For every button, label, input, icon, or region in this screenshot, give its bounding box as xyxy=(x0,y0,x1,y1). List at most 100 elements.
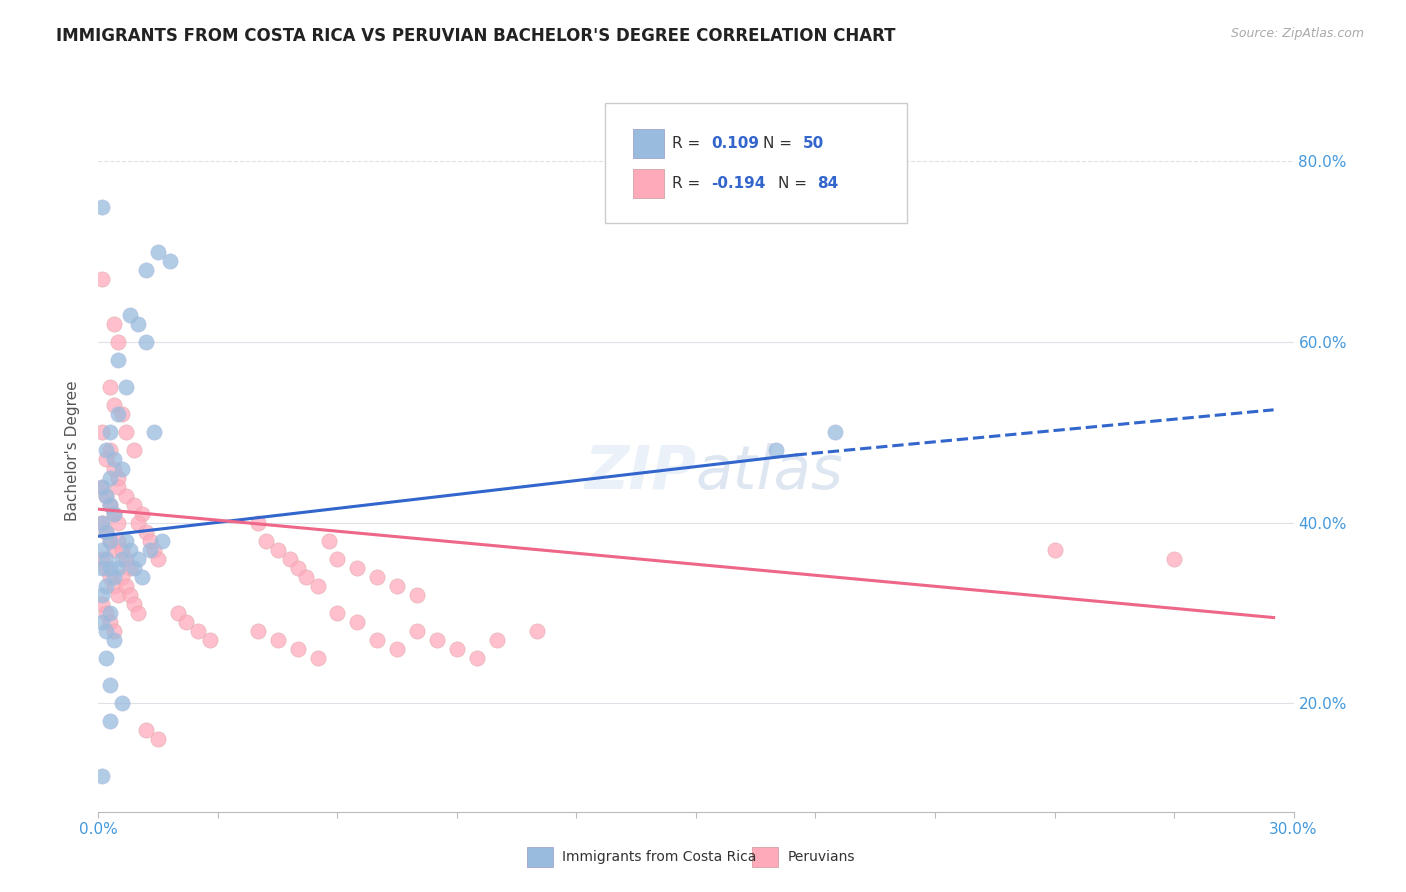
Point xyxy=(103,624,125,639)
Point xyxy=(267,542,290,557)
Point xyxy=(91,480,114,494)
Point xyxy=(115,533,138,548)
Point xyxy=(111,696,134,710)
Point xyxy=(96,624,118,639)
Point xyxy=(111,570,134,584)
Point xyxy=(278,551,301,566)
Point xyxy=(124,498,146,512)
Y-axis label: Bachelor's Degree: Bachelor's Degree xyxy=(65,380,80,521)
Point xyxy=(246,516,269,530)
Point xyxy=(98,570,122,584)
Point xyxy=(103,452,125,467)
Point xyxy=(91,597,114,611)
Point xyxy=(326,606,349,620)
Point xyxy=(103,579,125,593)
Point xyxy=(167,606,190,620)
Point xyxy=(96,452,118,467)
Text: 84: 84 xyxy=(817,177,838,191)
Point xyxy=(148,244,170,259)
Point xyxy=(107,561,129,575)
Point xyxy=(326,551,349,566)
Point xyxy=(103,542,125,557)
Point xyxy=(366,570,388,584)
Point xyxy=(98,615,122,629)
Point xyxy=(107,470,129,484)
Point xyxy=(148,732,170,747)
Point xyxy=(406,588,429,602)
Point xyxy=(406,624,429,639)
Point xyxy=(91,551,114,566)
Point xyxy=(103,507,125,521)
Point xyxy=(307,579,329,593)
Point xyxy=(98,678,122,692)
Point xyxy=(287,642,309,657)
Point xyxy=(115,489,138,503)
Point xyxy=(115,551,138,566)
Point xyxy=(346,615,368,629)
Point xyxy=(91,516,114,530)
Point xyxy=(91,588,114,602)
Text: atlas: atlas xyxy=(696,442,844,501)
Point xyxy=(111,551,134,566)
Point xyxy=(143,425,166,440)
Point xyxy=(107,335,129,350)
Point xyxy=(98,533,122,548)
Point xyxy=(107,516,129,530)
Point xyxy=(96,443,118,458)
Point xyxy=(91,425,114,440)
Point xyxy=(187,624,209,639)
Point xyxy=(103,317,125,331)
Point xyxy=(107,353,129,368)
Text: N =: N = xyxy=(763,136,797,151)
Point xyxy=(96,606,118,620)
Point xyxy=(385,579,409,593)
Point xyxy=(98,606,122,620)
Point xyxy=(124,561,146,575)
Point xyxy=(307,651,329,665)
Point xyxy=(824,425,846,440)
Text: 0.109: 0.109 xyxy=(711,136,759,151)
Text: IMMIGRANTS FROM COSTA RICA VS PERUVIAN BACHELOR'S DEGREE CORRELATION CHART: IMMIGRANTS FROM COSTA RICA VS PERUVIAN B… xyxy=(56,27,896,45)
Point xyxy=(91,200,114,214)
Point xyxy=(287,561,309,575)
Point xyxy=(103,461,125,475)
Point xyxy=(385,642,409,657)
Point xyxy=(111,461,134,475)
Point xyxy=(98,714,122,729)
Point xyxy=(96,579,118,593)
Point xyxy=(107,480,129,494)
Point xyxy=(446,642,468,657)
Point xyxy=(103,633,125,648)
Point xyxy=(124,597,146,611)
Point xyxy=(98,380,122,394)
Point xyxy=(120,542,142,557)
Point xyxy=(124,443,146,458)
Point xyxy=(366,633,388,648)
Point xyxy=(465,651,488,665)
Point xyxy=(103,398,125,412)
Point xyxy=(98,533,122,548)
Point xyxy=(139,542,162,557)
Point xyxy=(127,317,149,331)
Point xyxy=(107,588,129,602)
Point xyxy=(98,425,122,440)
Point xyxy=(103,507,125,521)
Point xyxy=(131,507,153,521)
Text: Source: ZipAtlas.com: Source: ZipAtlas.com xyxy=(1230,27,1364,40)
Point xyxy=(98,443,122,458)
Text: Immigrants from Costa Rica: Immigrants from Costa Rica xyxy=(562,850,756,864)
Point xyxy=(91,480,114,494)
Point xyxy=(111,407,134,421)
Point xyxy=(91,272,114,286)
Point xyxy=(267,633,290,648)
Point xyxy=(765,443,787,458)
Text: R =: R = xyxy=(672,136,706,151)
Point xyxy=(91,615,114,629)
Point xyxy=(115,425,138,440)
Point xyxy=(127,606,149,620)
Text: N =: N = xyxy=(778,177,811,191)
Text: 50: 50 xyxy=(803,136,824,151)
Point xyxy=(120,561,142,575)
Point xyxy=(120,308,142,322)
Text: ZIP: ZIP xyxy=(583,442,696,501)
